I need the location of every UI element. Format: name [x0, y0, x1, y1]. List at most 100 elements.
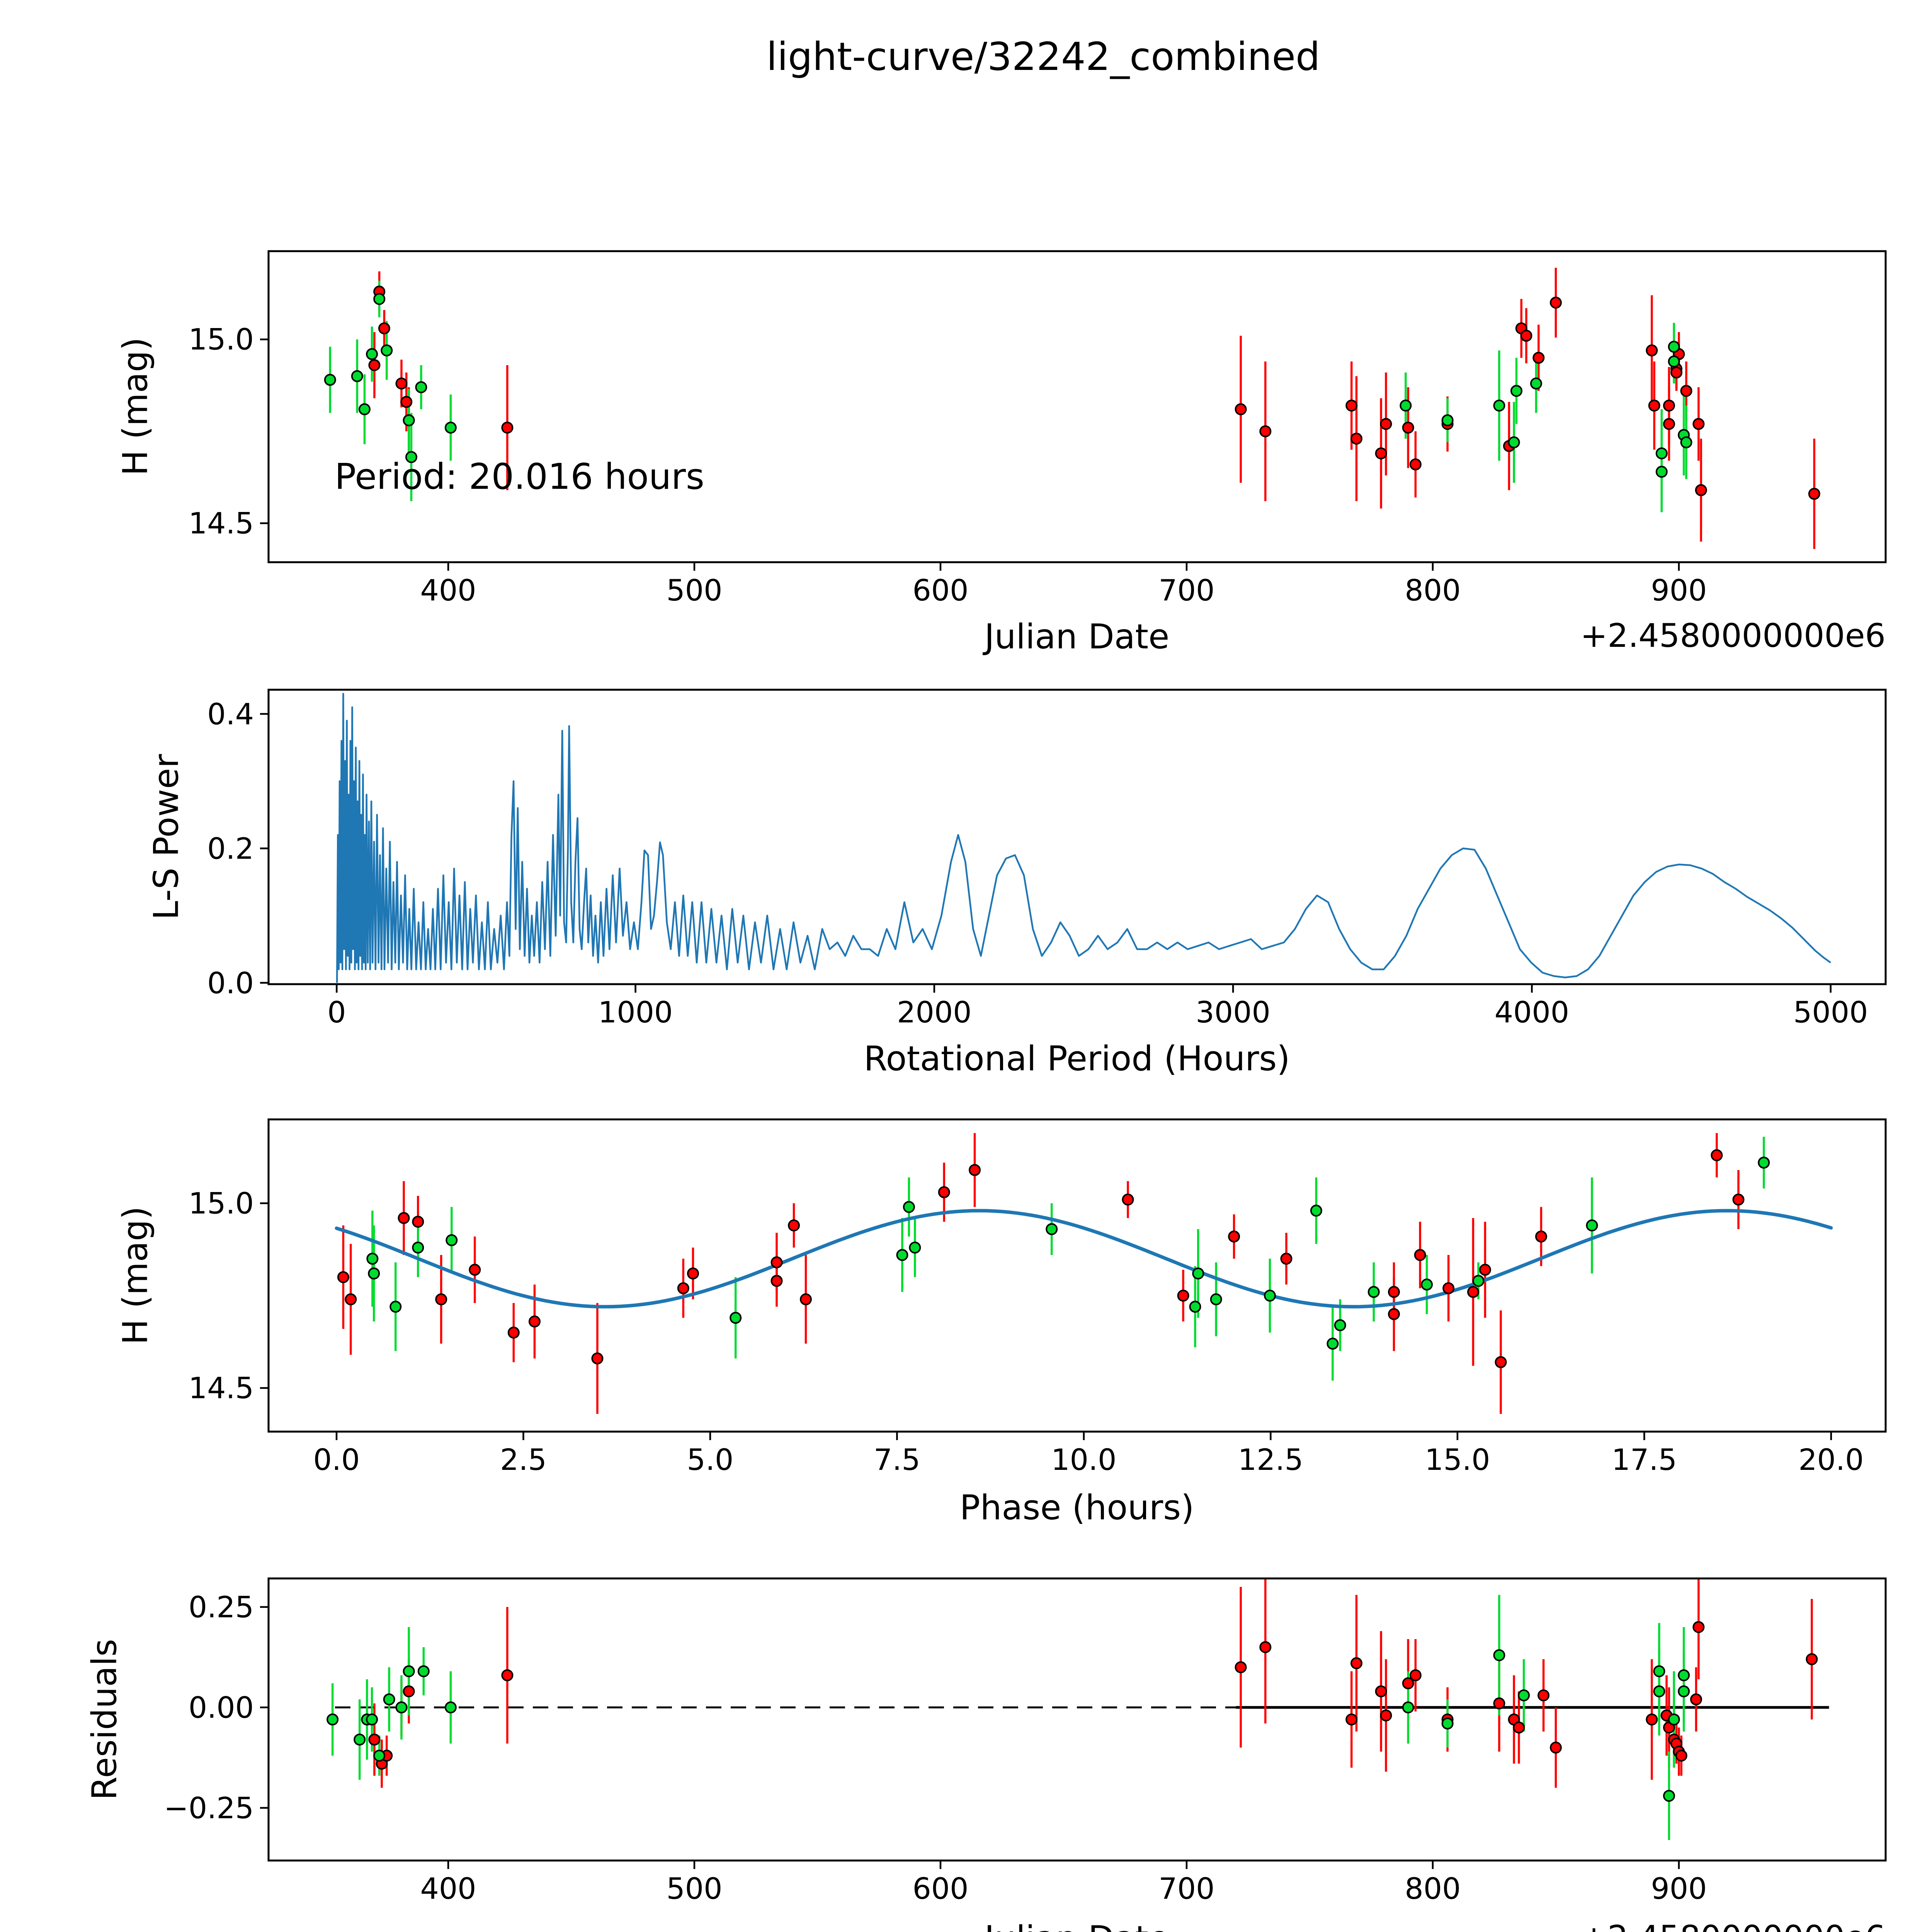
- red-data-point: [770, 1275, 783, 1287]
- jd-lightcurve-x-tick-label: 400: [420, 573, 476, 607]
- phase-curve-y-tick-label: 15.0: [188, 1186, 254, 1221]
- green-data-point: [403, 1665, 415, 1677]
- red-data-point: [1388, 1308, 1400, 1320]
- green-data-point: [1653, 1665, 1665, 1677]
- green-data-point: [1530, 378, 1542, 390]
- red-data-point: [1388, 1286, 1400, 1298]
- green-data-point: [373, 1750, 386, 1762]
- green-data-point: [1046, 1223, 1058, 1235]
- red-data-point: [1532, 352, 1545, 364]
- red-data-point: [1806, 1653, 1818, 1665]
- green-data-point: [444, 1701, 457, 1714]
- red-data-point: [1692, 418, 1705, 430]
- period-annotation: Period: 20.016 hours: [335, 456, 704, 497]
- red-data-point: [1345, 1713, 1358, 1726]
- red-data-point: [368, 359, 381, 371]
- red-data-point: [1345, 400, 1358, 412]
- green-data-point: [381, 344, 393, 357]
- jd-lightcurve-x-tick-label: 900: [1651, 573, 1707, 607]
- red-data-point: [1695, 484, 1707, 496]
- phase-curve-x-tick-label: 17.5: [1611, 1442, 1677, 1477]
- red-data-point: [1122, 1193, 1134, 1206]
- periodogram-frame: [267, 689, 1887, 985]
- green-data-point: [1400, 400, 1412, 412]
- green-data-point: [403, 414, 415, 427]
- red-data-point: [1235, 1661, 1247, 1673]
- jd-lightcurve-data: [324, 267, 1820, 549]
- green-data-point: [1668, 1713, 1680, 1726]
- red-data-point: [501, 422, 514, 434]
- red-data-point: [1549, 296, 1562, 309]
- green-data-point: [1441, 1717, 1454, 1730]
- red-data-point: [1375, 1685, 1387, 1697]
- red-data-point: [1648, 400, 1660, 412]
- green-data-point: [1508, 436, 1520, 449]
- red-data-point: [1350, 432, 1362, 445]
- red-data-point: [412, 1216, 424, 1228]
- green-data-point: [1210, 1293, 1222, 1306]
- residuals-y-tick-label: −0.25: [164, 1791, 254, 1825]
- red-data-point: [1670, 366, 1683, 379]
- green-data-point: [368, 1267, 380, 1280]
- red-data-point: [435, 1293, 447, 1306]
- red-data-point: [1535, 1230, 1547, 1243]
- red-data-point: [395, 378, 408, 390]
- green-data-point: [1668, 355, 1680, 367]
- green-data-point: [1668, 340, 1680, 353]
- red-data-point: [1646, 1713, 1658, 1726]
- red-data-point: [501, 1669, 514, 1682]
- red-data-point: [1402, 1677, 1414, 1689]
- phase-curve-x-tick-label: 15.0: [1425, 1442, 1490, 1477]
- green-data-point: [730, 1311, 742, 1324]
- green-data-point: [373, 293, 386, 305]
- residuals-x-tick-label: 400: [420, 1871, 476, 1906]
- periodogram-y-axis-label: L-S Power: [146, 754, 186, 920]
- red-data-point: [1402, 422, 1414, 434]
- green-data-point: [366, 1252, 379, 1265]
- phase-curve-x-tick-label: 20.0: [1798, 1442, 1864, 1477]
- red-data-point: [1467, 1286, 1479, 1298]
- red-data-point: [1711, 1149, 1723, 1162]
- green-data-point: [444, 422, 457, 434]
- red-data-point: [345, 1293, 357, 1306]
- green-data-point: [1663, 1790, 1675, 1802]
- red-data-point: [400, 396, 413, 408]
- jd-lightcurve-frame: [267, 250, 1887, 563]
- green-data-point: [358, 403, 371, 415]
- green-data-point: [1441, 414, 1454, 427]
- jd-lightcurve-x-tick-label: 500: [666, 573, 723, 607]
- green-data-point: [327, 1713, 339, 1726]
- red-data-point: [1808, 488, 1820, 500]
- residuals-y-axis-label: Residuals: [84, 1639, 124, 1800]
- phase-curve-x-tick-label: 7.5: [873, 1442, 920, 1477]
- red-data-point: [1442, 1282, 1455, 1294]
- red-data-point: [1675, 1750, 1687, 1762]
- red-data-point: [1409, 458, 1422, 471]
- red-data-point: [1663, 400, 1675, 412]
- periodogram-data: [336, 693, 1832, 983]
- phase-y-axis-label: H (mag): [115, 1206, 155, 1345]
- residuals-x-tick-label: 700: [1158, 1871, 1215, 1906]
- periodogram-x-axis-label: Rotational Period (Hours): [864, 1039, 1290, 1078]
- lightcurve-x-offset-text: +2.4580000000e6: [1580, 617, 1886, 655]
- green-data-point: [1334, 1319, 1346, 1332]
- red-data-point: [1549, 1742, 1562, 1754]
- red-data-point: [1680, 385, 1692, 397]
- jd-lightcurve-x-tick-label: 800: [1405, 573, 1461, 607]
- green-data-point: [1493, 400, 1505, 412]
- green-data-point: [1421, 1278, 1433, 1291]
- red-data-point: [469, 1264, 481, 1276]
- residuals-x-tick-label: 800: [1405, 1871, 1461, 1906]
- residuals-x-axis-label: Julian Date: [985, 1918, 1170, 1932]
- periodogram-x-tick-label: 4000: [1494, 995, 1570, 1029]
- green-data-point: [395, 1701, 408, 1714]
- red-data-point: [1380, 418, 1392, 430]
- periodogram-y-tick-label: 0.2: [207, 831, 254, 866]
- red-data-point: [507, 1327, 520, 1339]
- red-data-point: [1414, 1249, 1426, 1261]
- green-data-point: [1472, 1275, 1485, 1287]
- green-data-point: [1402, 1701, 1414, 1714]
- green-data-point: [417, 1665, 430, 1677]
- residuals-y-tick-label: 0.25: [188, 1590, 254, 1624]
